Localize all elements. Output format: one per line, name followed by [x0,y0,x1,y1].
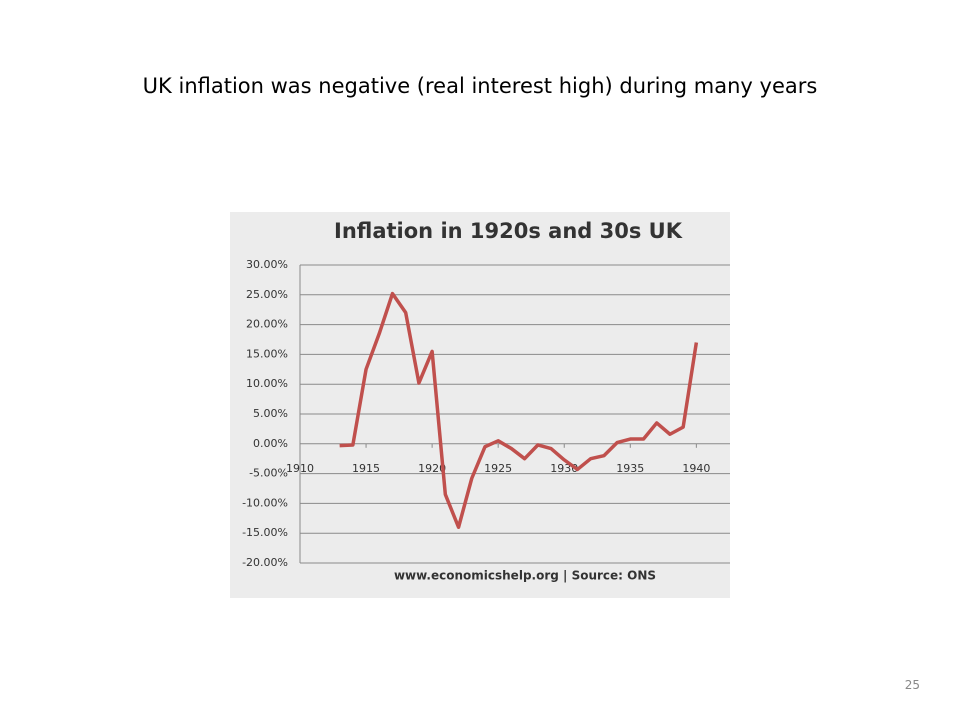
page-number: 25 [904,678,920,692]
y-tick-label: -15.00% [242,526,288,539]
data-line [339,291,699,529]
y-tick-label: 30.00% [246,258,288,271]
y-tick-label: -10.00% [242,496,288,509]
x-tick-label: 1915 [352,462,380,475]
y-tick-label: 20.00% [246,318,288,331]
chart-background [230,212,730,598]
y-tick-label: 5.00% [253,407,288,420]
x-tick-label: 1910 [286,462,314,475]
slide-title: UK inflation was negative (real interest… [142,74,818,98]
chart-title: Inflation in 1920s and 30s UK [334,219,683,243]
chart-source: www.economicshelp.org | Source: ONS [394,569,656,583]
x-tick-label: 1920 [418,462,446,475]
y-tick-label: 10.00% [246,377,288,390]
y-tick-label: -20.00% [242,556,288,569]
y-tick-label: 25.00% [246,288,288,301]
y-tick-label: 15.00% [246,347,288,360]
x-tick-label: 1925 [484,462,512,475]
y-tick-label: 0.00% [253,437,288,450]
x-tick-label: 1940 [682,462,710,475]
y-tick-label: -5.00% [249,467,288,480]
x-tick-label: 1935 [616,462,644,475]
